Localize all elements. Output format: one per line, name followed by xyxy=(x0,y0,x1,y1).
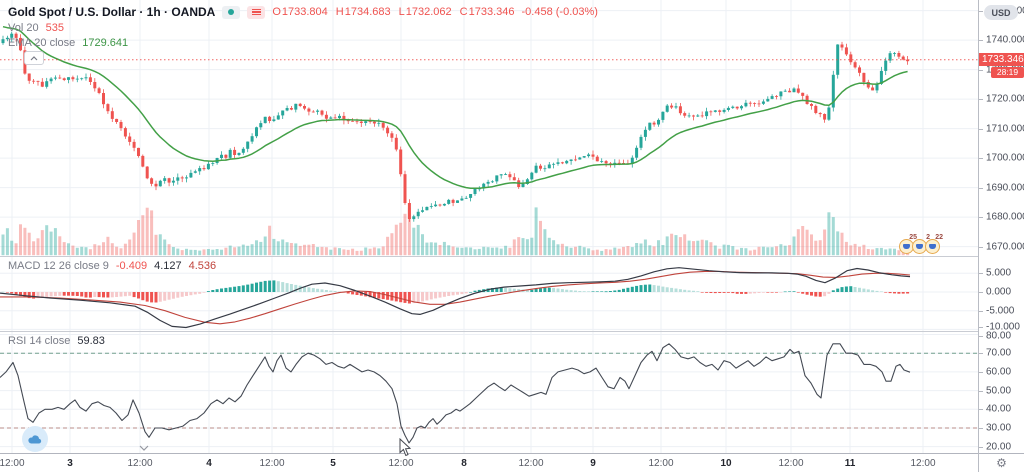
rsi-value: 59.83 xyxy=(77,335,105,347)
axis-tick xyxy=(979,427,983,429)
time-tick-day-label: 11 xyxy=(844,458,856,469)
time-tick-label: 12:00 xyxy=(388,458,414,469)
legend-collapse-button[interactable] xyxy=(24,51,44,65)
time-tick-label: 12:00 xyxy=(648,458,674,469)
axis-tick xyxy=(979,187,983,189)
rsi-legend-row: RSI 14 close 59.83 xyxy=(8,335,105,347)
axis-tick-label: 20.00 xyxy=(986,441,1012,453)
mouse-cursor xyxy=(399,437,412,462)
ema-legend-row: EMA 20 close 1729.641 xyxy=(8,37,128,49)
time-tick-day-label: 9 xyxy=(590,458,596,469)
axis-tick-label: 50.00 xyxy=(986,385,1012,397)
time-tick-label: 12:00 xyxy=(0,458,25,469)
reaction-icon xyxy=(903,244,910,249)
time-tick-label: 12:00 xyxy=(259,458,285,469)
axis-tick-label: 1680.000 xyxy=(986,211,1024,223)
axis-tick xyxy=(979,353,983,355)
time-tick-day-label: 3 xyxy=(67,458,73,469)
macd-signal-value: 4.536 xyxy=(188,260,217,272)
axis-tick xyxy=(979,246,983,248)
macd-label: MACD 12 26 close 9 xyxy=(8,260,109,272)
symbol-legend-row: Gold Spot / U.S. Dollar · 1h · OANDA O 17… xyxy=(8,5,598,19)
axis-tick-label: -10.000 xyxy=(986,321,1020,333)
axis-tick xyxy=(979,40,983,42)
green-dot-icon xyxy=(228,9,235,15)
axis-settings-corner: ⚙ xyxy=(978,453,1024,472)
axis-tick-label: 0.000 xyxy=(986,286,1012,298)
pane-separator-macd-rsi[interactable] xyxy=(0,330,1024,332)
gear-icon[interactable]: ⚙ xyxy=(996,455,1007,470)
time-tick-day-label: 10 xyxy=(720,458,732,469)
time-tick-label: 12:00 xyxy=(778,458,804,469)
axis-tick xyxy=(979,390,983,392)
axis-tick-label: 30.00 xyxy=(986,422,1012,434)
reaction-badge[interactable]: 22 xyxy=(925,234,943,254)
symbol-title[interactable]: Gold Spot / U.S. Dollar · 1h · OANDA xyxy=(8,5,216,19)
cloud-icon xyxy=(28,434,42,444)
axis-tick xyxy=(979,409,983,411)
axis-tick xyxy=(979,99,983,101)
axis-tick xyxy=(979,446,983,448)
chevron-up-icon xyxy=(30,55,38,60)
macd-hist-value: -0.409 xyxy=(115,260,148,272)
axis-tick-label: 5.000 xyxy=(986,267,1012,279)
axis-tick xyxy=(979,128,983,130)
time-axis[interactable]: 12:00 3 12:00 4 12:00 5 12:00 8 12:00 9 12:00 10 12:… xyxy=(0,453,1024,472)
axis-tick xyxy=(979,327,983,328)
ema-label: EMA 20 close xyxy=(8,37,76,49)
axis-tick xyxy=(979,158,983,160)
axis-tick-label: 1720.000 xyxy=(986,93,1024,105)
volume-label: Vol 20 xyxy=(8,22,39,34)
last-price-badge: 1733.346 xyxy=(979,53,1024,67)
time-tick-label: 12:00 xyxy=(518,458,544,469)
chart-canvas[interactable] xyxy=(0,0,978,453)
axis-tick xyxy=(979,336,983,337)
reaction-icon xyxy=(929,244,936,249)
chevron-down-icon xyxy=(139,438,149,456)
macd-line-value: 4.127 xyxy=(154,260,182,272)
ema-value: 1729.641 xyxy=(82,37,129,49)
axis-tick xyxy=(979,10,983,12)
time-tick-label: 12:00 xyxy=(910,458,936,469)
axis-tick-label: 1670.000 xyxy=(986,241,1024,253)
axis-tick-label: 1710.000 xyxy=(986,123,1024,135)
volume-legend-row: Vol 20 535 xyxy=(8,22,64,34)
currency-toggle-button[interactable]: USD xyxy=(984,5,1018,20)
price-change: -0.458 (-0.03%) xyxy=(521,6,598,18)
axis-tick-label: 80.00 xyxy=(986,330,1012,342)
ohlc-readout: O 1733.804 H 1734.683 L 1732.062 C 1733.346 xyxy=(272,6,515,18)
time-tick-label: 12:00 xyxy=(127,458,153,469)
axis-tick-label: 60.00 xyxy=(986,366,1012,378)
reaction-icon xyxy=(916,244,923,249)
axis-tick xyxy=(979,217,983,219)
axis-tick xyxy=(979,273,983,275)
axis-tick-label: 70.00 xyxy=(986,347,1012,359)
visibility-dot-icon[interactable] xyxy=(222,5,241,19)
axis-tick-label: 40.00 xyxy=(986,403,1012,415)
emoji-reactions[interactable]: 25 2 22 xyxy=(899,234,943,254)
macd-legend-row: MACD 12 26 close 9 -0.409 4.127 4.536 xyxy=(8,260,216,272)
pane-separator-main-macd[interactable] xyxy=(0,255,1024,257)
axis-tick xyxy=(979,292,983,293)
volume-value: 535 xyxy=(45,22,64,34)
weather-cloud-button[interactable] xyxy=(22,426,48,452)
axis-tick-label: 1740.000 xyxy=(986,34,1024,46)
time-tick-day-label: 5 xyxy=(330,458,336,469)
axis-tick xyxy=(979,310,983,312)
time-tick-day-label: 8 xyxy=(461,458,467,469)
rsi-label: RSI 14 close xyxy=(8,335,71,347)
time-tick-day-label: 4 xyxy=(206,458,212,469)
axis-tick-label: -5.000 xyxy=(986,305,1015,317)
price-axis[interactable]: USD 1750.0001740.0001730.0001720.0001710… xyxy=(978,0,1024,453)
bar-countdown-badge: 28:19 xyxy=(991,66,1024,78)
axis-tick xyxy=(979,371,983,373)
axis-tick-label: 1690.000 xyxy=(986,182,1024,194)
axis-tick-label: 1700.000 xyxy=(986,152,1024,164)
axis-tick xyxy=(979,69,983,71)
legend-menu-icon[interactable] xyxy=(247,5,266,19)
